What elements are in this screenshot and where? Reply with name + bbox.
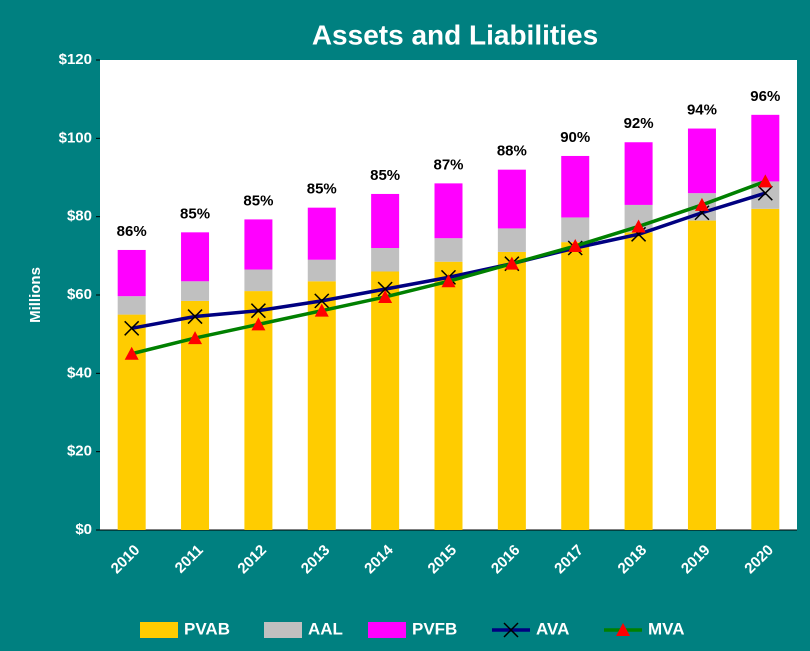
bar-segment bbox=[371, 248, 400, 272]
bar-segment bbox=[244, 291, 273, 530]
bar-segment bbox=[561, 217, 590, 243]
marker bbox=[314, 303, 329, 317]
funded-ratio-label: 94% bbox=[687, 102, 717, 119]
bar-segment bbox=[181, 232, 210, 282]
bar-segment bbox=[624, 232, 653, 531]
funded-ratio-label: 90% bbox=[560, 129, 590, 146]
marker bbox=[124, 346, 139, 360]
bar-segment bbox=[751, 114, 780, 182]
marker bbox=[377, 281, 393, 297]
marker bbox=[124, 320, 140, 336]
funded-ratio-label: 85% bbox=[370, 167, 400, 184]
y-tick-label: $120 bbox=[59, 51, 92, 68]
bar-segment bbox=[561, 155, 590, 218]
marker bbox=[250, 303, 266, 319]
funded-ratio-label: 88% bbox=[497, 143, 527, 160]
marker bbox=[758, 174, 773, 188]
legend-swatch bbox=[140, 622, 178, 638]
legend-marker bbox=[616, 623, 630, 636]
bar-segment bbox=[497, 169, 526, 229]
marker bbox=[187, 309, 203, 325]
bar-segment bbox=[687, 220, 716, 531]
bar-segment bbox=[561, 242, 590, 530]
marker bbox=[568, 239, 583, 253]
bar-segment bbox=[307, 281, 336, 530]
y-tick-label: $80 bbox=[67, 208, 92, 225]
y-tick-label: $20 bbox=[67, 443, 92, 460]
legend-marker bbox=[503, 622, 519, 638]
bar-segment bbox=[497, 228, 526, 252]
marker bbox=[314, 293, 330, 309]
chart-title: Assets and Liabilities bbox=[312, 19, 598, 50]
y-tick-label: $40 bbox=[67, 364, 92, 381]
funded-ratio-label: 86% bbox=[117, 223, 147, 240]
bar-segment bbox=[307, 207, 336, 260]
legend-label: AVA bbox=[536, 619, 569, 638]
bar-segment bbox=[751, 208, 780, 531]
marker bbox=[694, 197, 709, 211]
legend-label: MVA bbox=[648, 619, 685, 638]
marker bbox=[757, 185, 773, 201]
bar-segment bbox=[181, 281, 210, 301]
marker bbox=[631, 219, 646, 233]
bar-segment bbox=[117, 296, 146, 315]
legend-label: AAL bbox=[308, 619, 343, 638]
funded-ratio-label: 92% bbox=[624, 115, 654, 132]
legend-swatch bbox=[264, 622, 302, 638]
bar-segment bbox=[117, 249, 146, 297]
y-tick-label: $0 bbox=[75, 521, 92, 538]
bar-segment bbox=[434, 261, 463, 530]
legend-label: PVFB bbox=[412, 619, 457, 638]
bar-segment bbox=[687, 128, 716, 194]
marker bbox=[441, 274, 456, 288]
funded-ratio-label: 85% bbox=[307, 181, 337, 198]
legend-swatch bbox=[368, 622, 406, 638]
y-axis-label: Millions bbox=[27, 267, 44, 323]
funded-ratio-label: 96% bbox=[750, 88, 780, 105]
marker bbox=[504, 256, 519, 270]
bar-segment bbox=[434, 183, 463, 239]
bar-segment bbox=[244, 219, 273, 270]
marker bbox=[251, 317, 266, 331]
marker bbox=[378, 289, 393, 303]
legend-label: PVAB bbox=[184, 619, 230, 638]
bar-segment bbox=[371, 271, 400, 530]
funded-ratio-label: 85% bbox=[180, 205, 210, 222]
bar-segment bbox=[497, 251, 526, 530]
bar-segment bbox=[307, 259, 336, 282]
y-tick-label: $60 bbox=[67, 286, 92, 303]
bar-segment bbox=[624, 142, 653, 205]
y-tick-label: $100 bbox=[59, 129, 92, 146]
bar-segment bbox=[434, 238, 463, 262]
funded-ratio-label: 87% bbox=[433, 156, 463, 173]
bar-segment bbox=[244, 269, 273, 292]
funded-ratio-label: 85% bbox=[243, 192, 273, 209]
bar-segment bbox=[371, 193, 400, 248]
marker bbox=[188, 331, 203, 345]
